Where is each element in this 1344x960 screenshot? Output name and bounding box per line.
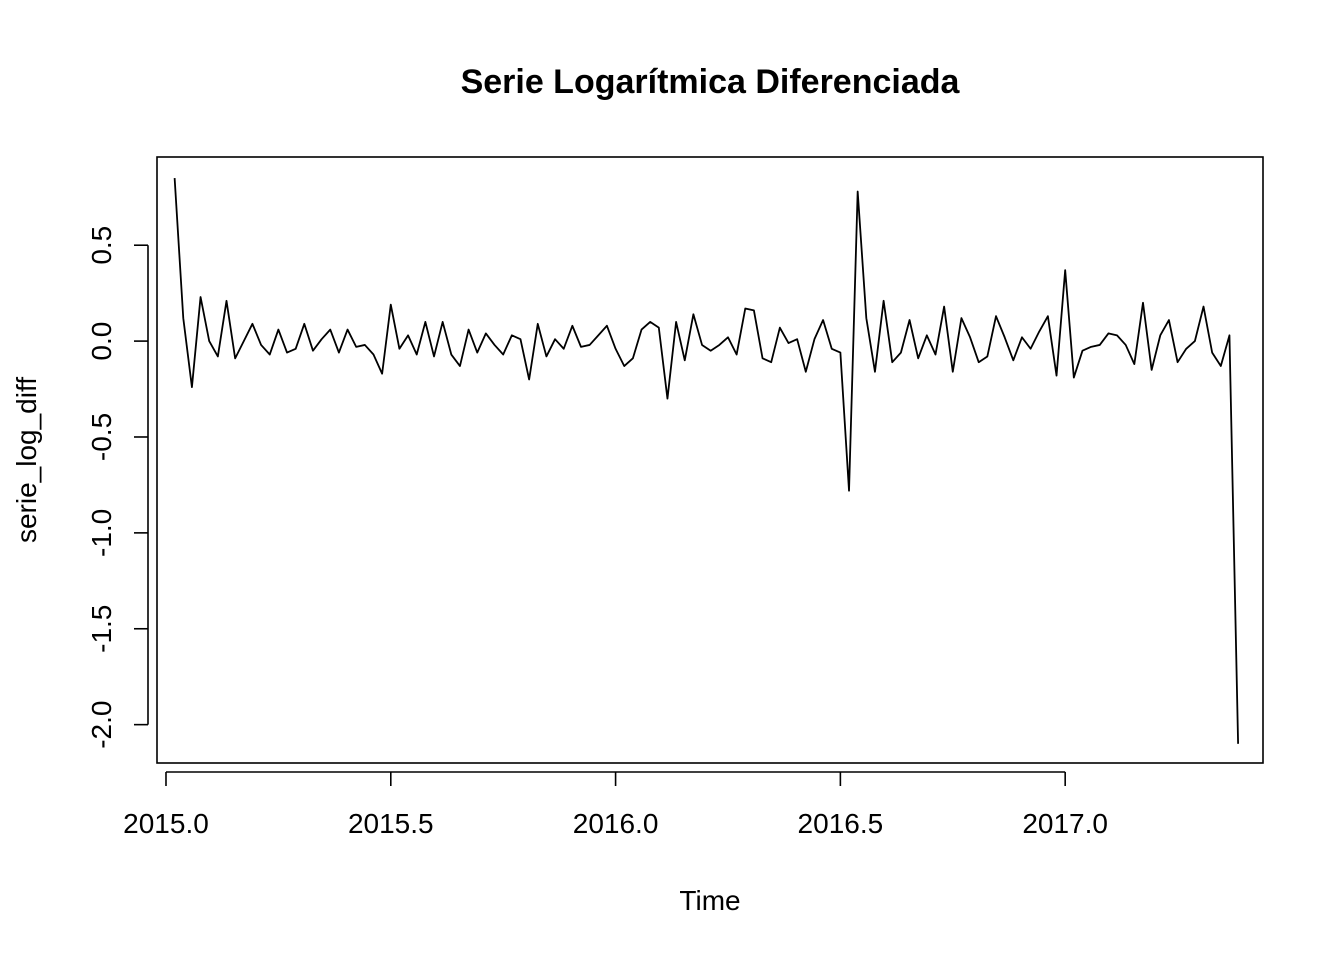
plot-frame [156, 156, 1264, 764]
x-axis-label: Time [679, 885, 740, 916]
series-points [175, 178, 1239, 744]
y-tick-label: 0.5 [86, 226, 117, 265]
y-tick-label: -1.0 [86, 509, 117, 557]
y-tick-label: -2.0 [86, 701, 117, 749]
y-axis: 0.5 0.0 -0.5 -1.0 -1.5 -2.0 [86, 226, 149, 749]
x-axis: 2015.0 2015.5 2016.0 2016.5 2017.0 [123, 771, 1108, 839]
y-tick-label: -0.5 [86, 413, 117, 461]
x-tick-label: 2015.0 [123, 808, 209, 839]
y-tick-label: 0.0 [86, 322, 117, 361]
series-line [173, 178, 1239, 744]
x-tick-label: 2015.5 [348, 808, 434, 839]
x-tick-label: 2017.0 [1022, 808, 1108, 839]
y-tick-label: -1.5 [86, 605, 117, 653]
chart-title: Serie Logarítmica Diferenciada [461, 63, 961, 101]
x-tick-label: 2016.0 [573, 808, 659, 839]
x-tick-label: 2016.5 [798, 808, 884, 839]
y-axis-label: serie_log_diff [11, 377, 42, 543]
